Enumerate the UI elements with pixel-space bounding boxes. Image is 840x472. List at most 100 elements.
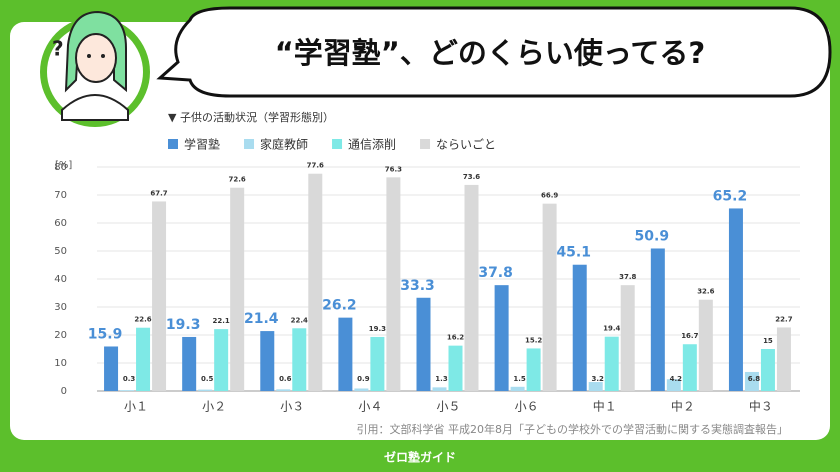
bar bbox=[370, 336, 385, 391]
data-label: 0.6 bbox=[279, 375, 292, 383]
bar bbox=[260, 331, 275, 391]
data-label: 15.2 bbox=[525, 336, 542, 344]
data-label: 37.8 bbox=[619, 273, 636, 281]
speech-bubble bbox=[156, 6, 832, 98]
legend-swatch bbox=[244, 139, 255, 149]
bar bbox=[230, 187, 245, 391]
data-label: 15 bbox=[763, 337, 773, 345]
y-tick-label: 40 bbox=[54, 274, 67, 285]
data-label: 76.3 bbox=[385, 165, 402, 173]
bar bbox=[604, 336, 619, 391]
bar bbox=[276, 389, 291, 391]
bar bbox=[182, 336, 197, 391]
y-tick-label: 50 bbox=[54, 246, 67, 257]
data-label: 0.9 bbox=[357, 375, 370, 383]
avatar: ? bbox=[40, 10, 150, 127]
legend-swatch bbox=[420, 139, 431, 149]
y-tick-label: 60 bbox=[54, 218, 67, 229]
data-label: 19.4 bbox=[603, 325, 620, 333]
data-label: 16.2 bbox=[447, 334, 464, 342]
bar bbox=[120, 390, 135, 391]
data-label: 1.3 bbox=[435, 375, 448, 383]
x-tick-label: 中３ bbox=[749, 399, 773, 414]
bar bbox=[526, 348, 541, 391]
x-tick-label: 中１ bbox=[593, 399, 617, 414]
data-label: 73.6 bbox=[463, 173, 480, 181]
data-label: 65.2 bbox=[713, 188, 748, 204]
x-tick-label: 小２ bbox=[202, 400, 226, 414]
svg-text:?: ? bbox=[52, 37, 64, 61]
bar bbox=[416, 297, 431, 391]
data-label: 4.2 bbox=[670, 375, 683, 383]
data-label: 0.3 bbox=[123, 375, 136, 383]
data-label: 19.3 bbox=[369, 325, 386, 333]
bar bbox=[464, 184, 479, 391]
bar bbox=[666, 379, 681, 391]
bar bbox=[588, 382, 603, 391]
bar bbox=[776, 327, 791, 391]
bar bbox=[620, 285, 635, 391]
data-label: 66.9 bbox=[541, 192, 558, 200]
x-tick-label: 小４ bbox=[358, 400, 382, 414]
data-label: 37.8 bbox=[478, 265, 513, 281]
bar bbox=[572, 264, 587, 391]
data-label: 77.6 bbox=[307, 162, 324, 170]
data-label: 6.8 bbox=[748, 375, 761, 383]
data-label: 22.7 bbox=[775, 315, 792, 323]
y-tick-label: 70 bbox=[54, 190, 67, 201]
data-label: 72.6 bbox=[229, 176, 246, 184]
bar bbox=[198, 389, 213, 391]
x-tick-label: 中２ bbox=[671, 399, 695, 414]
bar bbox=[698, 299, 713, 391]
bar bbox=[386, 177, 401, 391]
bar bbox=[650, 248, 665, 391]
chart-title: “学習塾”、どのくらい使ってる? bbox=[275, 36, 706, 70]
x-tick-label: 小５ bbox=[436, 400, 460, 414]
bar bbox=[432, 387, 447, 391]
data-label: 50.9 bbox=[635, 228, 670, 244]
legend-label: ならいごと bbox=[436, 137, 496, 152]
source-note: 引用：文部科学省 平成20年8月「子どもの学校外での学習活動に関する実態調査報告… bbox=[357, 422, 789, 436]
y-tick-label: 10 bbox=[54, 358, 67, 369]
bar bbox=[152, 201, 167, 391]
bar bbox=[104, 346, 119, 391]
y-tick-label: 20 bbox=[54, 330, 67, 341]
legend-swatch bbox=[168, 139, 178, 149]
legend-label: 通信添削 bbox=[348, 138, 396, 152]
bar bbox=[494, 285, 509, 391]
data-label: 16.7 bbox=[681, 332, 698, 340]
bar bbox=[448, 345, 463, 391]
bar bbox=[744, 371, 759, 391]
bar bbox=[354, 388, 369, 391]
bar bbox=[760, 349, 775, 391]
bar bbox=[214, 329, 229, 391]
x-tick-label: 小６ bbox=[515, 400, 539, 414]
y-tick-label: 30 bbox=[54, 302, 67, 313]
y-unit: [%] bbox=[55, 160, 72, 171]
data-label: 67.7 bbox=[150, 189, 167, 197]
data-label: 21.4 bbox=[244, 311, 279, 327]
data-label: 22.4 bbox=[291, 316, 308, 324]
legend-label: 家庭教師 bbox=[260, 137, 308, 152]
data-label: 45.1 bbox=[556, 245, 591, 261]
x-tick-label: 小１ bbox=[124, 400, 148, 414]
data-label: 26.2 bbox=[322, 298, 357, 314]
data-label: 33.3 bbox=[400, 278, 435, 294]
data-label: 0.5 bbox=[201, 375, 214, 383]
data-label: 22.1 bbox=[213, 317, 230, 325]
legend-label: 学習塾 bbox=[184, 137, 220, 152]
y-tick-label: 80 bbox=[54, 162, 67, 173]
data-label: 3.2 bbox=[592, 375, 605, 383]
data-label: 22.6 bbox=[134, 316, 151, 324]
bar bbox=[542, 203, 557, 391]
legend-swatch bbox=[332, 139, 343, 149]
bar bbox=[682, 344, 697, 391]
bar bbox=[308, 173, 323, 391]
bar bbox=[136, 327, 151, 391]
data-label: 19.3 bbox=[166, 317, 201, 333]
data-label: 1.5 bbox=[513, 375, 526, 383]
bar bbox=[292, 328, 307, 391]
brand-logo: ゼロ塾ガイド bbox=[384, 450, 456, 465]
data-label: 32.6 bbox=[697, 288, 714, 296]
